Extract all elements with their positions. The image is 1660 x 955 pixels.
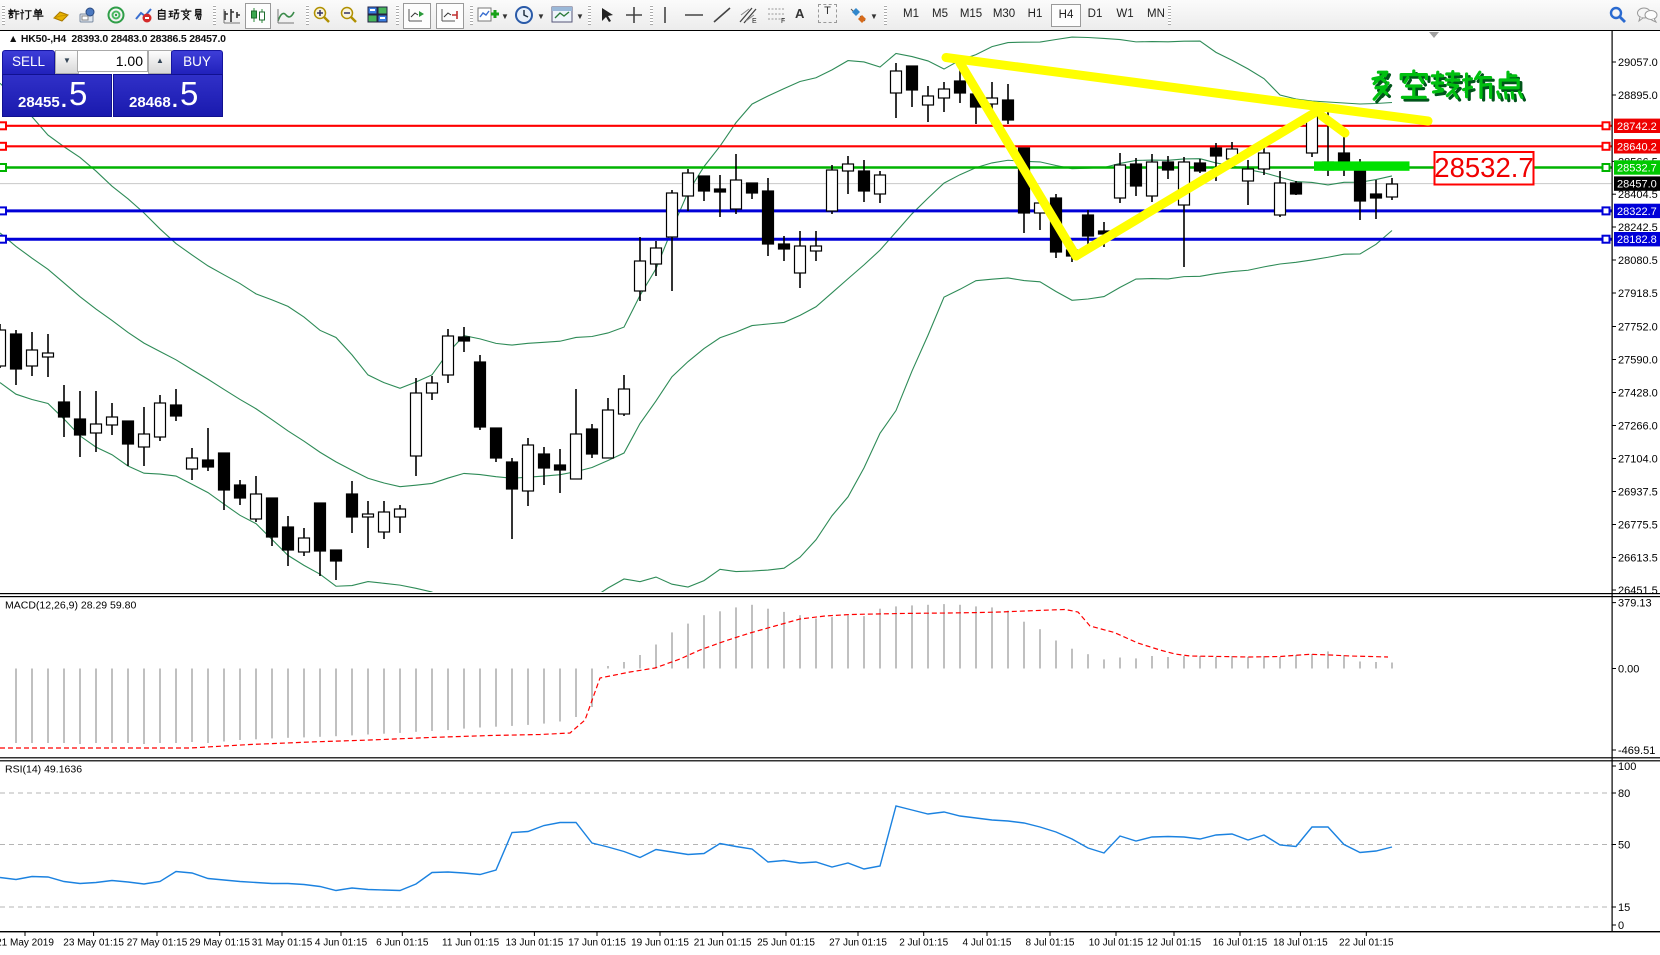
svg-text:28242.5: 28242.5 bbox=[1618, 222, 1658, 234]
svg-text:11 Jun 01:15: 11 Jun 01:15 bbox=[442, 938, 500, 949]
svg-text:379.13: 379.13 bbox=[1618, 598, 1652, 610]
svg-text:80: 80 bbox=[1618, 788, 1630, 800]
svg-text:16 Jul 01:15: 16 Jul 01:15 bbox=[1213, 938, 1268, 949]
svg-text:50: 50 bbox=[1618, 840, 1630, 852]
svg-text:19 Jun 01:15: 19 Jun 01:15 bbox=[631, 938, 689, 949]
svg-text:28895.0: 28895.0 bbox=[1618, 90, 1658, 102]
svg-text:28182.8: 28182.8 bbox=[1617, 234, 1657, 246]
svg-text:15: 15 bbox=[1618, 902, 1630, 914]
svg-text:28457.0: 28457.0 bbox=[1617, 179, 1657, 191]
svg-text:28080.5: 28080.5 bbox=[1618, 255, 1658, 267]
svg-text:26613.5: 26613.5 bbox=[1618, 553, 1658, 565]
svg-text:27104.0: 27104.0 bbox=[1618, 454, 1658, 466]
svg-text:21 Jun 01:15: 21 Jun 01:15 bbox=[694, 938, 752, 949]
svg-text:F: F bbox=[781, 18, 785, 25]
svg-text:100: 100 bbox=[1618, 761, 1636, 773]
svg-text:13 Jun 01:15: 13 Jun 01:15 bbox=[505, 938, 563, 949]
svg-text:21 May 2019: 21 May 2019 bbox=[0, 938, 54, 949]
svg-text:0: 0 bbox=[1618, 920, 1624, 932]
svg-text:27266.0: 27266.0 bbox=[1618, 421, 1658, 433]
svg-text:28322.7: 28322.7 bbox=[1617, 206, 1657, 218]
svg-text:28404.5: 28404.5 bbox=[1618, 189, 1658, 201]
svg-text:29057.0: 29057.0 bbox=[1618, 57, 1658, 69]
svg-text:RSI(14) 49.1636: RSI(14) 49.1636 bbox=[5, 764, 82, 776]
svg-text:27590.0: 27590.0 bbox=[1618, 355, 1658, 367]
svg-text:MACD(12,26,9) 28.29 59.80: MACD(12,26,9) 28.29 59.80 bbox=[5, 600, 136, 612]
svg-text:28532.7: 28532.7 bbox=[1617, 163, 1657, 175]
svg-text:18 Jul 01:15: 18 Jul 01:15 bbox=[1273, 938, 1328, 949]
svg-text:27428.0: 27428.0 bbox=[1618, 388, 1658, 400]
svg-text:17 Jun 01:15: 17 Jun 01:15 bbox=[568, 938, 626, 949]
svg-text:31 May 01:15: 31 May 01:15 bbox=[252, 938, 313, 949]
svg-text:26451.5: 26451.5 bbox=[1618, 585, 1658, 597]
svg-text:28742.2: 28742.2 bbox=[1617, 121, 1657, 133]
svg-text:29 May 01:15: 29 May 01:15 bbox=[189, 938, 250, 949]
svg-text:8 Jul 01:15: 8 Jul 01:15 bbox=[1026, 938, 1075, 949]
svg-text:23 May 01:15: 23 May 01:15 bbox=[63, 938, 124, 949]
svg-text:-469.51: -469.51 bbox=[1618, 745, 1655, 757]
svg-text:0.00: 0.00 bbox=[1618, 664, 1639, 676]
svg-text:27752.0: 27752.0 bbox=[1618, 322, 1658, 334]
svg-text:E: E bbox=[752, 18, 757, 25]
svg-text:4 Jul 01:15: 4 Jul 01:15 bbox=[963, 938, 1012, 949]
svg-text:27918.5: 27918.5 bbox=[1618, 288, 1658, 300]
svg-text:4 Jun 01:15: 4 Jun 01:15 bbox=[315, 938, 368, 949]
svg-text:27 Jun 01:15: 27 Jun 01:15 bbox=[829, 938, 887, 949]
svg-text:26775.5: 26775.5 bbox=[1618, 520, 1658, 532]
svg-text:28532.7: 28532.7 bbox=[1434, 152, 1533, 183]
svg-text:28640.2: 28640.2 bbox=[1617, 141, 1657, 153]
svg-text:25 Jun 01:15: 25 Jun 01:15 bbox=[757, 938, 815, 949]
svg-text:22 Jul 01:15: 22 Jul 01:15 bbox=[1339, 938, 1394, 949]
svg-text:2 Jul 01:15: 2 Jul 01:15 bbox=[899, 938, 948, 949]
svg-text:10 Jul 01:15: 10 Jul 01:15 bbox=[1089, 938, 1144, 949]
svg-text:26937.5: 26937.5 bbox=[1618, 487, 1658, 499]
svg-text:12 Jul 01:15: 12 Jul 01:15 bbox=[1147, 938, 1202, 949]
svg-text:27 May 01:15: 27 May 01:15 bbox=[127, 938, 188, 949]
svg-text:6 Jun 01:15: 6 Jun 01:15 bbox=[376, 938, 429, 949]
